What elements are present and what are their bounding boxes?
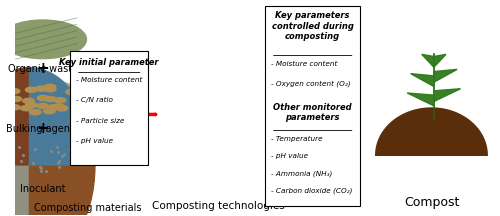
Circle shape: [8, 105, 20, 110]
Polygon shape: [434, 89, 460, 102]
Circle shape: [66, 89, 78, 94]
Circle shape: [0, 140, 86, 179]
Text: +: +: [36, 61, 49, 76]
Text: - C/N ratio: - C/N ratio: [76, 97, 113, 103]
Text: - Moisture content: - Moisture content: [76, 77, 142, 83]
Polygon shape: [407, 93, 434, 106]
Polygon shape: [434, 69, 457, 82]
Text: +: +: [36, 121, 49, 136]
FancyBboxPatch shape: [266, 6, 360, 206]
Text: Composting technologies: Composting technologies: [152, 201, 284, 211]
Circle shape: [10, 97, 22, 102]
Wedge shape: [30, 166, 95, 216]
Circle shape: [23, 98, 34, 103]
Wedge shape: [0, 166, 30, 216]
Text: Bulking agents: Bulking agents: [6, 124, 80, 134]
Text: Other monitored
parameters: Other monitored parameters: [274, 103, 352, 122]
Circle shape: [30, 110, 41, 115]
Text: Organic waste: Organic waste: [8, 64, 78, 74]
Circle shape: [8, 89, 20, 94]
Circle shape: [0, 80, 86, 119]
Circle shape: [26, 87, 37, 92]
Polygon shape: [376, 108, 487, 155]
Text: Inoculant: Inoculant: [20, 184, 66, 194]
Text: - Ammonia (NH₃): - Ammonia (NH₃): [272, 170, 332, 177]
Text: - Oxygen content (O₂): - Oxygen content (O₂): [272, 80, 351, 87]
Text: - pH value: - pH value: [272, 153, 308, 159]
Wedge shape: [0, 68, 30, 166]
Circle shape: [37, 103, 48, 108]
Polygon shape: [410, 74, 434, 87]
Text: - pH value: - pH value: [76, 138, 114, 144]
Circle shape: [20, 106, 32, 111]
Circle shape: [44, 84, 56, 89]
FancyBboxPatch shape: [70, 51, 148, 165]
Circle shape: [53, 104, 64, 109]
Text: - Moisture content: - Moisture content: [272, 61, 338, 67]
Polygon shape: [434, 54, 446, 67]
Text: - Particle size: - Particle size: [76, 118, 124, 124]
Circle shape: [38, 95, 49, 101]
Circle shape: [44, 97, 56, 102]
Circle shape: [44, 87, 56, 92]
Circle shape: [44, 109, 55, 114]
Wedge shape: [30, 68, 95, 166]
Text: Compost: Compost: [404, 196, 459, 209]
Text: Key initial parameter: Key initial parameter: [60, 58, 159, 67]
Circle shape: [48, 105, 60, 110]
Text: Key parameters
controlled during
composting: Key parameters controlled during compost…: [272, 11, 353, 41]
Text: - Carbon dioxide (CO₂): - Carbon dioxide (CO₂): [272, 187, 353, 194]
Circle shape: [54, 98, 66, 103]
Polygon shape: [422, 54, 434, 67]
Circle shape: [0, 20, 86, 59]
Text: - Temperature: - Temperature: [272, 136, 323, 142]
Text: Composting materials: Composting materials: [34, 203, 142, 213]
Circle shape: [26, 103, 37, 108]
Circle shape: [56, 106, 68, 111]
Circle shape: [35, 86, 46, 91]
